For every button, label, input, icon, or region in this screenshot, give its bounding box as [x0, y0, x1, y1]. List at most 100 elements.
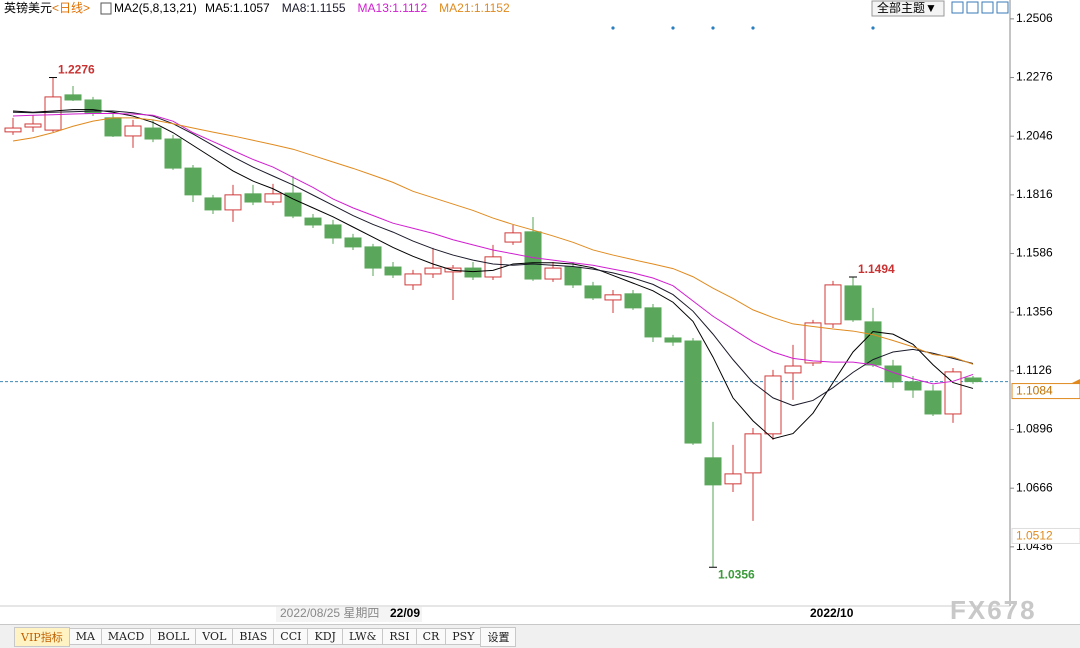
candle-body	[784, 365, 802, 374]
candle-body	[724, 473, 742, 485]
candle-body	[544, 267, 562, 280]
candle-body	[484, 256, 502, 278]
ma-line	[12, 109, 974, 440]
indicator-tab[interactable]: MACD	[100, 628, 152, 645]
candle-body	[424, 267, 442, 275]
last-price-label: 1.1084	[1016, 384, 1053, 398]
indicator-tab[interactable]: LW&	[341, 628, 384, 645]
candle-body	[124, 125, 142, 137]
candle-body	[144, 127, 162, 140]
candle-body	[504, 232, 522, 243]
candle-body	[104, 117, 122, 137]
candle-body	[704, 457, 722, 486]
candle-body	[164, 138, 182, 169]
x-tick-label: 22/09	[390, 606, 420, 620]
low-annotation: 1.0356	[718, 567, 755, 581]
indicator-tab[interactable]: BIAS	[232, 628, 275, 645]
y-tick-label: 1.0896	[1016, 422, 1053, 436]
cursor-date: 2022/08/25 星期四	[280, 606, 379, 620]
background	[0, 0, 1080, 624]
chart: 英镑美元 <日线> MA2(5,8,13,21) 全部主题▼ 2022/08/2…	[0, 0, 1080, 624]
candle-body	[24, 123, 42, 128]
candle-body	[744, 433, 762, 474]
x-tick-label: 2022/10	[810, 606, 854, 620]
candle-body	[664, 337, 682, 343]
candle-body	[224, 194, 242, 211]
tool-button[interactable]	[981, 1, 994, 14]
last-price-box	[1011, 383, 1080, 400]
tool-button[interactable]	[996, 1, 1009, 14]
indicator-tab[interactable]: MA	[68, 628, 102, 645]
legend-entry: MA21:1.1152	[439, 1, 510, 15]
ma-line	[12, 113, 974, 385]
candle-body	[924, 390, 942, 415]
y-tick-label: 1.1356	[1016, 304, 1053, 318]
indicator-tab[interactable]: VOL	[195, 628, 234, 645]
y-tick-label: 1.1816	[1016, 187, 1053, 201]
candle-body	[584, 285, 602, 299]
tool-button[interactable]	[951, 1, 964, 14]
indicator-tab[interactable]: RSI	[382, 628, 417, 645]
candle-body	[684, 340, 702, 444]
candle-body	[44, 96, 62, 131]
candle-body	[904, 381, 922, 391]
event-dot	[871, 26, 875, 30]
event-dot	[671, 26, 675, 30]
ma-group[interactable]: MA2(5,8,13,21)	[114, 1, 197, 15]
theme-button-label[interactable]: 全部主题▼	[877, 0, 937, 15]
watermark: FX678	[950, 595, 1037, 624]
indicator-tab[interactable]: CR	[415, 628, 447, 645]
candle-body	[944, 371, 962, 415]
candle-body	[864, 321, 882, 366]
indicator-tab[interactable]: PSY	[445, 628, 482, 645]
candle-body	[844, 285, 862, 321]
candle-body	[404, 273, 422, 286]
y-tick-label: 1.0666	[1016, 480, 1053, 494]
indicator-tabs: VIP指标 MA MACD BOLL VOL BIAS CCI KDJ LW& RSI CR PSY 设…	[0, 624, 1080, 648]
candle-body	[824, 284, 842, 325]
candle-body	[624, 293, 642, 309]
candle-body	[304, 217, 322, 226]
y-tick-label: 1.1586	[1016, 246, 1053, 260]
candle-body	[204, 197, 222, 211]
candle-body	[384, 266, 402, 276]
candle-body	[964, 377, 982, 383]
candle-body	[464, 267, 482, 278]
high-annotation: 1.2276	[58, 63, 95, 77]
candle-body	[184, 167, 202, 196]
y-tick-label: 1.2276	[1016, 70, 1053, 84]
candle-body	[244, 193, 262, 203]
y-tick-label: 1.1126	[1016, 363, 1052, 377]
toolbar	[951, 1, 1009, 14]
indicator-tab[interactable]: 设置	[480, 626, 517, 647]
event-dot	[611, 26, 615, 30]
candle-body	[264, 193, 282, 203]
y-tick-label: 1.2046	[1016, 128, 1053, 142]
event-dot	[751, 26, 755, 30]
symbol: 英镑美元	[4, 0, 52, 15]
tool-button[interactable]	[966, 1, 979, 14]
candle-body	[524, 231, 542, 280]
indicator-tab[interactable]: KDJ	[307, 628, 343, 645]
legend-entry: MA13:1.1112	[358, 1, 428, 15]
candle-body	[324, 224, 342, 239]
indicator-tab[interactable]: VIP指标	[14, 626, 70, 647]
indicator-tab[interactable]: CCI	[273, 628, 309, 645]
theme-button[interactable]	[871, 0, 945, 17]
lower-marker-box	[1011, 527, 1080, 544]
candle-body	[884, 365, 902, 383]
high-annotation: 1.1494	[858, 262, 895, 276]
lower-marker-label: 1.0512	[1016, 529, 1053, 543]
candle-body	[64, 94, 82, 101]
candle-body	[284, 192, 302, 217]
candle-body	[364, 246, 382, 269]
event-dot	[711, 26, 715, 30]
legend-entry: MA8:1.1155	[282, 1, 346, 15]
indicator-tab[interactable]: BOLL	[150, 628, 197, 645]
ma-line	[12, 117, 974, 365]
period[interactable]: <日线>	[52, 1, 90, 15]
ma-icon[interactable]	[100, 2, 112, 15]
y-tick-label: 1.2506	[1016, 11, 1053, 25]
candle-body	[564, 266, 582, 286]
